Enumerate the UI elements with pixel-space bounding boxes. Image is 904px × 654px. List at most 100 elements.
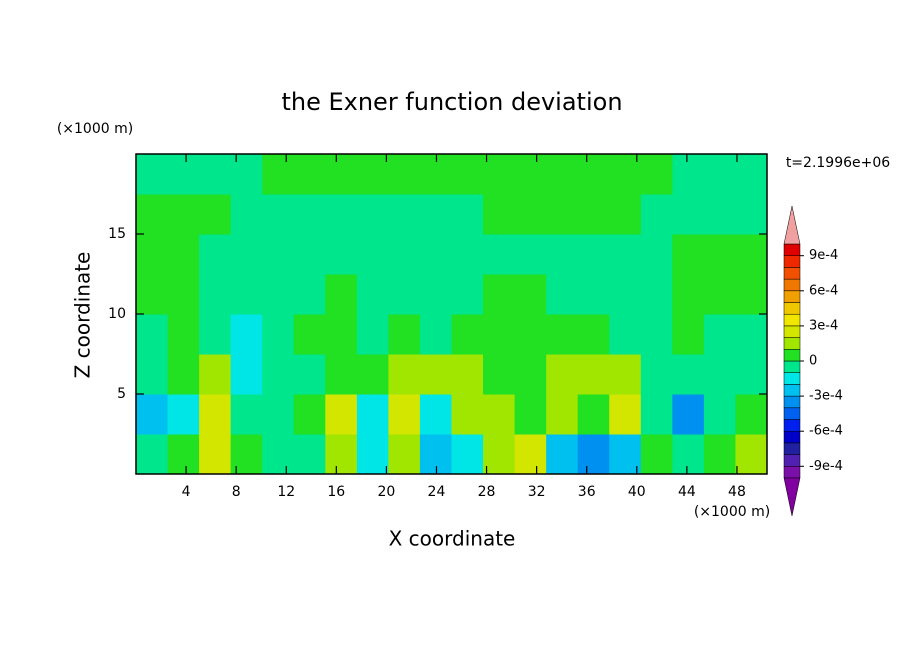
chart-title: the Exner function deviation <box>281 88 622 116</box>
contour-cell <box>735 154 767 195</box>
contour-cell <box>136 354 169 395</box>
colorbar-tick-label: -3e-4 <box>809 389 843 404</box>
contour-cell <box>672 354 705 395</box>
contour-cell <box>546 394 579 435</box>
contour-cell <box>451 314 484 355</box>
contour-cell <box>230 434 263 474</box>
colorbar-over <box>783 205 801 245</box>
contour-cell <box>735 394 767 435</box>
colorbar-band <box>783 302 801 315</box>
contour-cell <box>262 154 295 195</box>
contour-cell <box>419 394 452 435</box>
contour-cell <box>640 434 673 474</box>
contour-cell <box>609 354 642 395</box>
colorbar-band <box>783 430 801 444</box>
colorbar-band <box>783 243 801 256</box>
colorbar-band <box>783 419 801 432</box>
contour-cell <box>672 394 705 435</box>
contour-cell <box>514 354 547 395</box>
contour-cell <box>640 314 673 355</box>
contour-cell <box>167 354 200 395</box>
contour-cell <box>735 194 767 235</box>
contour-cell <box>262 194 295 235</box>
contour-cell <box>703 314 736 355</box>
contour-cell <box>451 154 484 195</box>
contour-cell <box>483 194 516 235</box>
contour-cell <box>419 314 452 355</box>
contour-cell <box>388 394 421 435</box>
contour-cell <box>514 154 547 195</box>
colorbar-band <box>783 290 801 303</box>
contour-cell <box>514 274 547 315</box>
contour-cell <box>735 274 767 315</box>
contour-cell <box>514 314 547 355</box>
contour-cell <box>419 354 452 395</box>
y-tick-label: 5 <box>117 386 126 402</box>
contour-cell <box>167 234 200 275</box>
contour-cell <box>199 234 232 275</box>
contour-cell <box>640 234 673 275</box>
colorbar-band <box>783 278 801 292</box>
contour-cell <box>230 154 263 195</box>
contour-cell <box>419 234 452 275</box>
colorbar-band <box>783 454 801 467</box>
contour-cell <box>356 434 389 474</box>
contour-cell <box>325 154 358 195</box>
contour-cell <box>356 314 389 355</box>
contour-cell <box>136 394 169 435</box>
y-tick-label: 10 <box>108 306 126 322</box>
colorbar-band <box>783 267 801 280</box>
contour-cell <box>388 354 421 395</box>
contour-cell <box>514 194 547 235</box>
contour-cell <box>325 194 358 235</box>
contour-cell <box>262 394 295 435</box>
contour-cell <box>609 314 642 355</box>
contour-cell <box>167 314 200 355</box>
contour-cell <box>388 234 421 275</box>
contour-cell <box>609 194 642 235</box>
x-tick-label: 8 <box>232 484 241 500</box>
contour-cell <box>735 234 767 275</box>
contour-cell <box>325 234 358 275</box>
contour-cell <box>325 434 358 474</box>
colorbar-under <box>783 477 801 517</box>
contour-cell <box>167 394 200 435</box>
contour-cell <box>167 434 200 474</box>
contour-cell <box>672 154 705 195</box>
contour-cell <box>388 154 421 195</box>
contour-cell <box>672 234 705 275</box>
contour-cell <box>419 274 452 315</box>
colorbar-band <box>783 255 801 268</box>
contour-cell <box>356 274 389 315</box>
contour-cell <box>672 194 705 235</box>
contour-cell <box>609 434 642 474</box>
contour-cell <box>136 154 169 195</box>
contour-cell <box>451 274 484 315</box>
contour-cell <box>640 394 673 435</box>
contour-cell <box>514 434 547 474</box>
contour-cell <box>136 194 169 235</box>
contour-cell <box>546 314 579 355</box>
contour-cell <box>136 234 169 275</box>
contour-cell <box>262 314 295 355</box>
contour-cell <box>388 274 421 315</box>
contour-cell <box>293 314 326 355</box>
colorbar-tick-label: -6e-4 <box>809 424 843 439</box>
contour-cell <box>388 194 421 235</box>
y-unit: (×1000 m) <box>57 121 133 137</box>
contour-cell <box>230 274 263 315</box>
contour-cell <box>609 274 642 315</box>
colorbar-tick-label: 9e-4 <box>809 248 838 263</box>
contour-cell <box>262 354 295 395</box>
contour-cell <box>703 274 736 315</box>
contour-cell <box>546 194 579 235</box>
colorbar-band <box>783 325 801 338</box>
contour-cell <box>325 354 358 395</box>
contour-cell <box>356 394 389 435</box>
contour-cell <box>483 434 516 474</box>
contour-cell <box>136 314 169 355</box>
contour-cell <box>735 434 767 474</box>
contour-cell <box>483 394 516 435</box>
contour-cell <box>136 274 169 315</box>
colorbar-band <box>783 407 801 420</box>
